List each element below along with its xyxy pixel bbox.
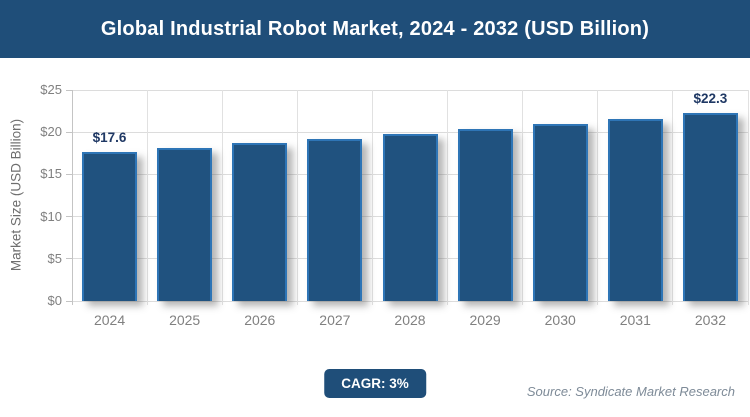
gridline	[221, 90, 223, 305]
bar-2032	[682, 112, 738, 301]
y-axis-tick-label: $15	[40, 166, 62, 182]
bar-chart-plot-area: $0 $5 $10 $15 $20 $25 $17.6 2024 2025 2026 2027 202…	[40, 83, 749, 328]
y-axis-tick-label: $5	[47, 250, 62, 266]
gridline	[296, 90, 298, 305]
bar-2028	[382, 133, 438, 301]
y-axis-tick-label: $10	[40, 208, 62, 224]
bar-value-label: $17.6	[92, 130, 127, 146]
bar-value-label: $22.3	[693, 90, 728, 106]
x-axis-tick-label: 2026	[244, 312, 276, 328]
gridline	[522, 90, 524, 305]
y-axis-line	[72, 90, 73, 305]
source-attribution: Source: Syndicate Market Research	[526, 384, 735, 399]
bar-2029	[457, 128, 513, 301]
bar-2026	[232, 143, 288, 301]
gridline	[597, 90, 599, 305]
x-axis-tick-label: 2025	[169, 312, 201, 328]
chart-title-bar: Global Industrial Robot Market, 2024 - 2…	[0, 0, 750, 58]
bar-2030	[532, 123, 588, 301]
y-axis-tick	[66, 300, 72, 302]
chart-title: Global Industrial Robot Market, 2024 - 2…	[100, 17, 650, 40]
y-axis-tick	[66, 173, 72, 175]
y-axis-tick	[66, 131, 72, 133]
y-axis-tick-label: $25	[40, 82, 62, 97]
gridline	[747, 90, 749, 305]
y-axis-tick	[66, 258, 72, 260]
gridline	[72, 89, 748, 91]
gridline	[72, 131, 748, 133]
bar-2024	[82, 152, 138, 301]
y-axis-tick	[66, 89, 72, 91]
x-axis-tick-label: 2028	[394, 312, 426, 328]
x-axis-tick-label: 2024	[93, 312, 126, 328]
y-axis-tick-label: $20	[40, 124, 62, 140]
bar-2027	[307, 138, 363, 301]
y-axis-tick	[66, 216, 72, 218]
x-axis-tick-label: 2030	[544, 312, 576, 328]
gridline	[146, 90, 148, 305]
gridline	[672, 90, 674, 305]
bar-2031	[607, 118, 663, 301]
y-axis-title: Market Size (USD Billion)	[8, 118, 24, 272]
x-axis-tick-label: 2032	[694, 312, 726, 328]
bar-2025	[157, 148, 213, 301]
gridline	[72, 300, 748, 302]
gridline	[447, 90, 449, 305]
x-axis-tick-label: 2031	[619, 312, 651, 328]
x-axis-tick-label: 2027	[319, 312, 351, 328]
x-axis-tick-label: 2029	[469, 312, 501, 328]
cagr-badge: CAGR: 3%	[324, 369, 426, 398]
gridline	[371, 90, 373, 305]
y-axis-tick-label: $0	[47, 293, 62, 308]
